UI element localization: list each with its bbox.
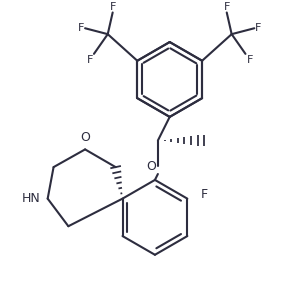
Text: F: F bbox=[224, 2, 230, 12]
Text: O: O bbox=[146, 160, 156, 173]
Text: F: F bbox=[247, 55, 253, 65]
Text: O: O bbox=[80, 132, 90, 144]
Text: F: F bbox=[201, 188, 208, 201]
Text: HN: HN bbox=[22, 192, 41, 205]
Text: F: F bbox=[87, 55, 93, 65]
Text: F: F bbox=[255, 23, 262, 33]
Text: F: F bbox=[78, 23, 84, 33]
Text: F: F bbox=[110, 2, 116, 12]
